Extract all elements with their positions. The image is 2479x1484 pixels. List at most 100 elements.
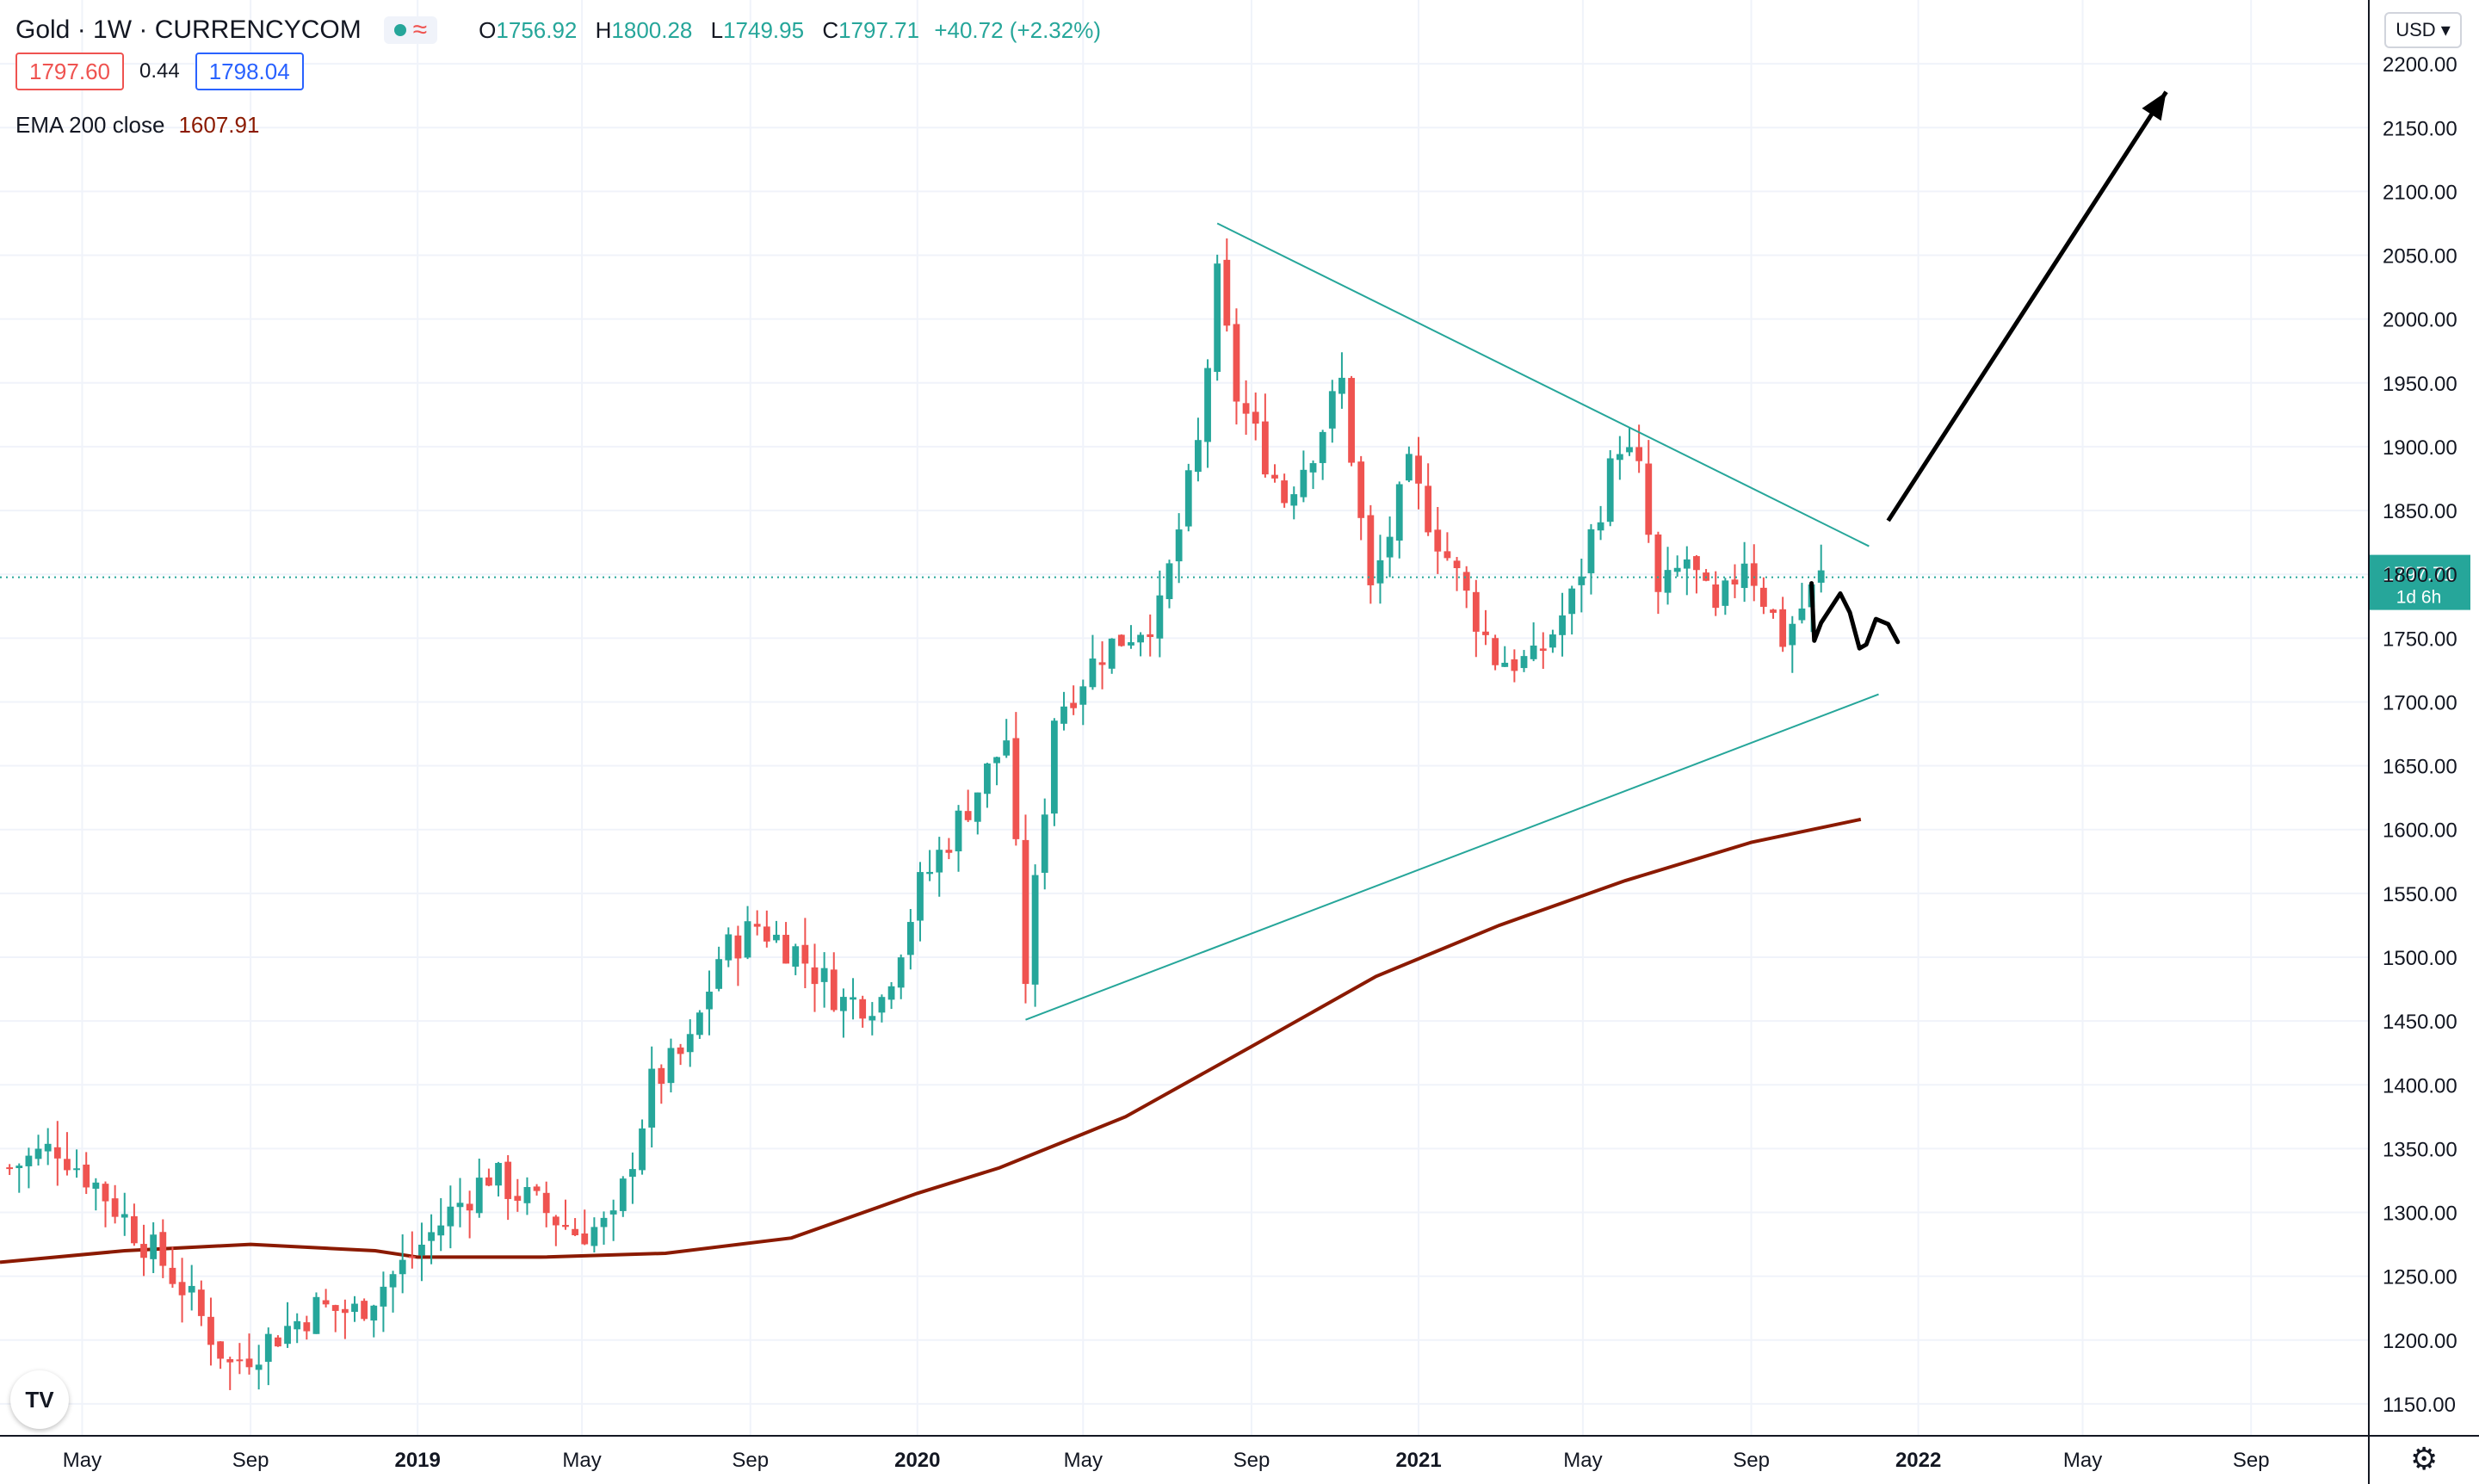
ema-200-line (0, 817, 1862, 1264)
candle-body (1770, 609, 1777, 613)
y-tick-label: 2050.00 (2383, 245, 2457, 269)
candle-body (811, 967, 819, 985)
ema-200-path (0, 817, 1862, 1264)
candle-body (993, 757, 1000, 764)
bar-countdown-label: 1d 6h (2396, 588, 2442, 608)
candle-body (1012, 738, 1020, 839)
candle-body (1117, 634, 1125, 646)
candle-body (83, 1164, 90, 1188)
candle-body (1165, 563, 1173, 600)
candle-body (1425, 485, 1432, 533)
candle-body (542, 1192, 550, 1214)
x-tick-label: May (562, 1449, 601, 1472)
market-status-button[interactable]: ≈ (383, 15, 438, 44)
candle-body (1156, 595, 1164, 639)
gear-icon[interactable]: ⚙ (2410, 1441, 2439, 1476)
candle-body (523, 1187, 531, 1203)
candle-body (1003, 740, 1011, 756)
trendline-upper (1216, 222, 1870, 547)
candle-body (1626, 447, 1633, 453)
x-tick-label: 2021 (1395, 1449, 1441, 1472)
y-tick-label: 1200.00 (2383, 1330, 2457, 1353)
candle-body (658, 1067, 665, 1085)
candle-body (495, 1163, 502, 1186)
candle-body (1405, 454, 1413, 481)
candle-body (351, 1303, 358, 1312)
candle-body (1147, 634, 1154, 638)
candle-body (1415, 455, 1422, 484)
candle-body (1233, 324, 1240, 402)
candle-body (1108, 638, 1116, 669)
candle-body (73, 1168, 80, 1171)
candle-body (600, 1217, 608, 1227)
candle-body (1444, 551, 1451, 559)
candle-body (725, 934, 733, 961)
candle-body (1319, 431, 1326, 463)
candle-body (869, 1016, 876, 1021)
candle-body (1731, 579, 1739, 585)
tradingview-logo-icon[interactable]: TV (10, 1370, 69, 1429)
currency-dropdown[interactable]: USD ▾ (2384, 12, 2462, 48)
candle-body (111, 1198, 119, 1217)
forecast-arrow (1886, 90, 2168, 522)
candle-body (1559, 615, 1566, 635)
candle-body (926, 871, 934, 875)
candle-body (936, 850, 943, 873)
symbol-title[interactable]: Gold · 1W · CURRENCYCOM (15, 15, 362, 44)
candle-body (1041, 814, 1048, 873)
candle-body (917, 872, 924, 921)
candle-body (609, 1210, 617, 1215)
candle-body (686, 1034, 694, 1053)
x-tick-label: Sep (1233, 1449, 1270, 1472)
candle-body (1693, 556, 1700, 571)
candle-body (1683, 559, 1691, 569)
candle-body (197, 1289, 205, 1316)
wave-icon: ≈ (412, 15, 428, 44)
candle-body (773, 934, 780, 941)
candle-body (169, 1267, 176, 1284)
sell-price-button[interactable]: 1797.60 (15, 53, 124, 90)
candle-body (341, 1308, 349, 1314)
candle-body (1128, 642, 1134, 646)
candle-body (552, 1216, 559, 1226)
candle-body (456, 1203, 464, 1208)
candle-body (1184, 470, 1192, 527)
candle-body (1530, 645, 1537, 659)
candle-body (284, 1326, 291, 1345)
candle-body (264, 1333, 272, 1363)
candle-body (1606, 458, 1614, 522)
candle-body (695, 1012, 703, 1036)
candle-body (1511, 659, 1518, 671)
candle-body (1664, 570, 1672, 593)
high-value: 1800.28 (611, 16, 693, 43)
indicator-row[interactable]: EMA 200 close 1607.91 (15, 107, 1101, 143)
y-tick-label: 1250.00 (2383, 1266, 2457, 1289)
candle-body (34, 1148, 42, 1159)
candle-body (1175, 529, 1183, 562)
bid-ask-row: 1797.60 0.44 1798.04 (15, 53, 1101, 90)
candle-body (53, 1147, 61, 1159)
candle-body (974, 792, 981, 822)
candle-body (150, 1234, 158, 1259)
change-value: +40.72 (+2.32%) (934, 16, 1102, 43)
candle-body (1328, 391, 1336, 429)
y-tick-label: 2000.00 (2383, 309, 2457, 332)
candle-body (64, 1159, 71, 1171)
x-tick-label: May (2063, 1449, 2102, 1472)
high-label: H (595, 16, 612, 43)
candle-body (840, 997, 847, 1011)
candle-body (447, 1206, 454, 1227)
y-tick-label: 1750.00 (2383, 628, 2457, 651)
symbol-row: Gold · 1W · CURRENCYCOM ≈ O1756.92 H1800… (15, 12, 1101, 48)
candle-body (514, 1196, 522, 1201)
candle-body (715, 959, 723, 989)
candle-body (1338, 377, 1345, 394)
candle-body (1750, 563, 1758, 586)
candle-body (1673, 567, 1681, 572)
candle-body (1060, 706, 1067, 724)
candle-body (1501, 662, 1509, 667)
x-tick-label: May (63, 1449, 102, 1472)
buy-price-button[interactable]: 1798.04 (195, 53, 304, 90)
